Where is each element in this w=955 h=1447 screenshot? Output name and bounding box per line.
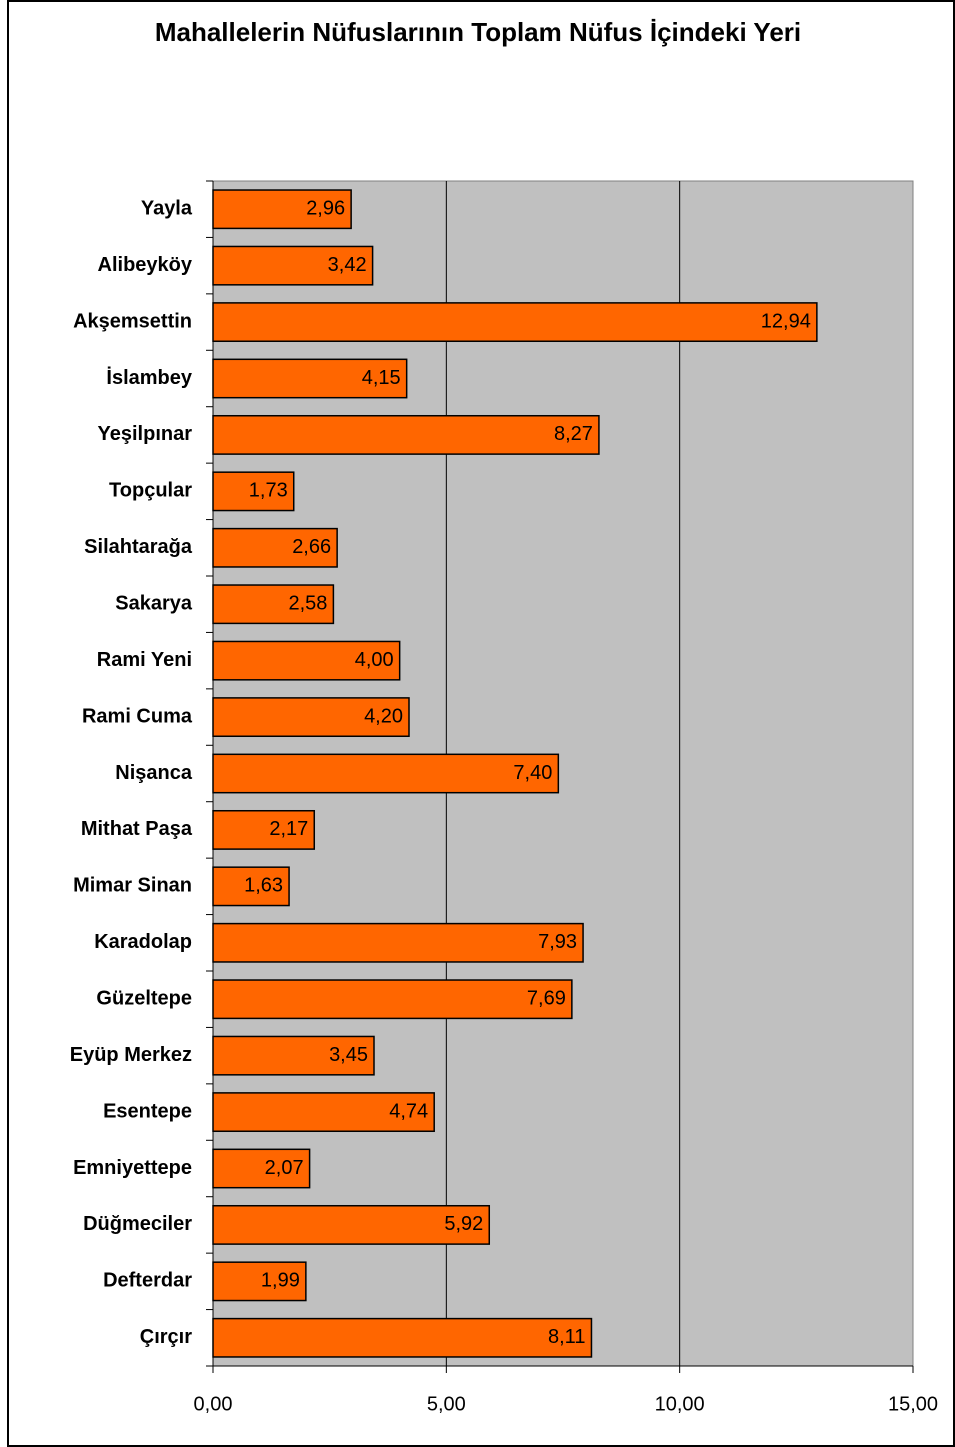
chart-border xyxy=(7,0,955,1447)
y-tick-label: Mithat Paşa xyxy=(81,818,193,840)
data-label: 1,99 xyxy=(261,1270,300,1292)
bar xyxy=(212,1261,307,1302)
data-label: 8,27 xyxy=(554,423,593,445)
bar xyxy=(212,922,584,963)
y-tick-label: Nişanca xyxy=(115,762,193,784)
bar xyxy=(212,979,573,1020)
data-label: 4,20 xyxy=(364,705,403,727)
data-label: 2,17 xyxy=(269,818,308,840)
x-tick-label: 5,00 xyxy=(427,1393,466,1415)
data-label: 12,94 xyxy=(761,310,811,332)
y-tick-label: İslambey xyxy=(106,366,192,389)
x-tick-label: 0,00 xyxy=(194,1393,233,1415)
y-tick-label: Yayla xyxy=(141,197,193,219)
y-tick-label: Emniyettepe xyxy=(73,1157,192,1179)
y-tick-label: Akşemsettin xyxy=(73,310,192,332)
data-label: 3,42 xyxy=(328,254,367,276)
data-label: 4,00 xyxy=(355,649,394,671)
data-label: 5,92 xyxy=(444,1213,483,1235)
bar xyxy=(212,640,401,681)
bar xyxy=(212,414,600,455)
data-label: 7,93 xyxy=(538,931,577,953)
bar xyxy=(212,1204,491,1245)
data-label: 8,11 xyxy=(548,1326,585,1348)
bar xyxy=(212,1148,311,1189)
bar xyxy=(212,866,290,907)
data-label: 1,63 xyxy=(244,875,283,897)
y-tick-label: Sakarya xyxy=(115,592,193,614)
y-tick-label: Mimar Sinan xyxy=(73,875,192,897)
y-tick-label: Eyüp Merkez xyxy=(70,1044,192,1066)
bar xyxy=(212,584,335,625)
chart-title: Mahallelerin Nüfuslarının Toplam Nüfus İ… xyxy=(154,17,802,47)
bar xyxy=(212,358,408,399)
y-tick-label: Alibeyköy xyxy=(98,254,193,276)
bar xyxy=(212,189,352,230)
bar xyxy=(212,809,316,850)
bar xyxy=(212,245,374,286)
data-label: 3,45 xyxy=(329,1044,368,1066)
bar xyxy=(212,527,338,568)
y-tick-label: Rami Cuma xyxy=(82,705,193,727)
x-tick-label: 15,00 xyxy=(888,1393,938,1415)
bar xyxy=(212,697,410,738)
y-tick-label: Esentepe xyxy=(103,1100,192,1122)
data-label: 2,66 xyxy=(292,536,331,558)
bar xyxy=(212,1035,375,1076)
data-label: 7,69 xyxy=(527,987,566,1009)
y-tick-label: Rami Yeni xyxy=(97,649,192,671)
bar xyxy=(212,302,818,343)
y-tick-label: Güzeltepe xyxy=(96,987,192,1009)
data-label: 2,07 xyxy=(265,1157,304,1179)
bar xyxy=(212,753,560,794)
data-label: 7,40 xyxy=(513,762,552,784)
y-tick-label: Defterdar xyxy=(103,1270,192,1292)
y-tick-label: Silahtarağa xyxy=(84,536,193,558)
data-label: 4,15 xyxy=(362,367,401,389)
y-tick-label: Yeşilpınar xyxy=(98,423,193,445)
data-label: 4,74 xyxy=(389,1100,428,1122)
data-label: 1,73 xyxy=(249,480,288,502)
y-tick-label: Düğmeciler xyxy=(83,1213,192,1235)
y-tick-label: Karadolap xyxy=(94,931,192,953)
bar xyxy=(212,471,295,512)
y-tick-label: Topçular xyxy=(109,480,192,502)
y-tick-label: Çırçır xyxy=(140,1326,192,1348)
data-label: 2,96 xyxy=(306,197,345,219)
bar xyxy=(212,1317,593,1358)
bar xyxy=(212,1092,435,1133)
x-tick-label: 10,00 xyxy=(655,1393,705,1415)
data-label: 2,58 xyxy=(288,592,327,614)
